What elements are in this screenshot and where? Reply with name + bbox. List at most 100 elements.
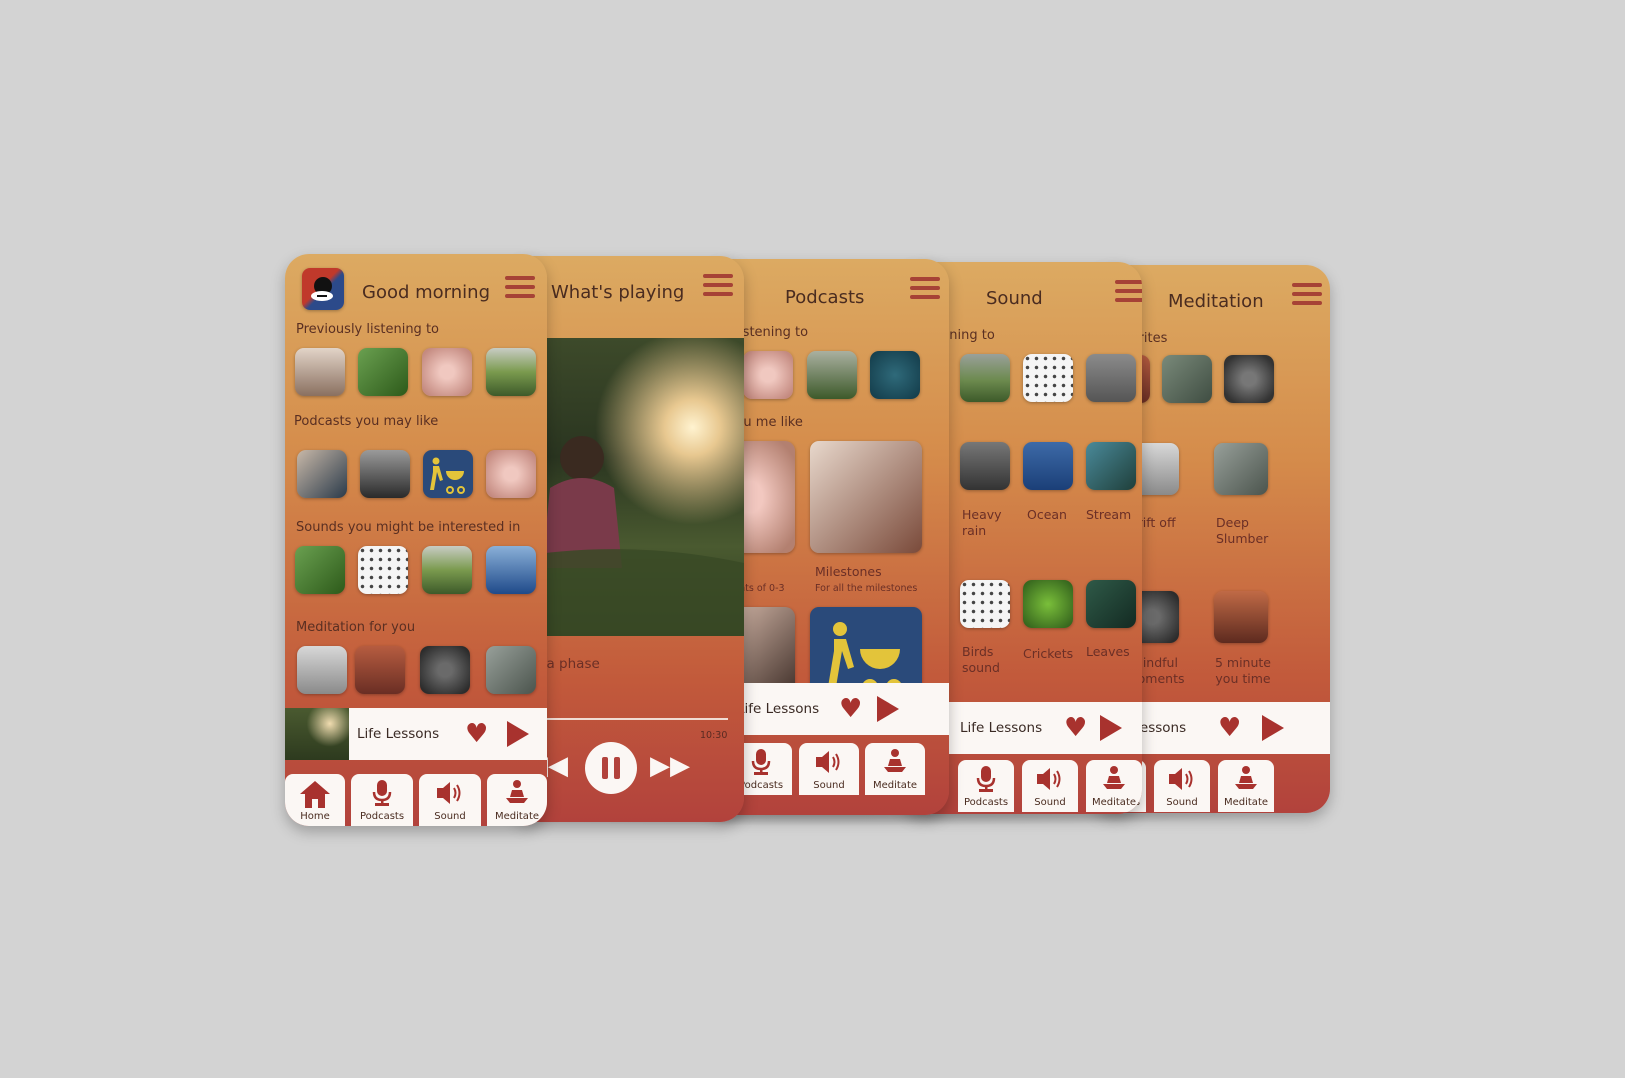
item-label: Ocean — [1027, 507, 1067, 522]
page-title: Good morning — [362, 282, 490, 303]
nav-label: Meditate — [494, 811, 540, 822]
thumbnail[interactable] — [295, 348, 345, 396]
nav-label: Sound — [1166, 797, 1198, 808]
thumbnail[interactable] — [422, 348, 472, 396]
menu-icon[interactable] — [703, 274, 733, 296]
nav-meditate[interactable]: Meditate — [865, 743, 925, 795]
nav-meditate[interactable]: Meditate — [487, 774, 547, 826]
item-label: Heavy rain — [962, 507, 1002, 538]
stroller-icon — [430, 457, 465, 494]
nav-home[interactable]: Home — [285, 774, 345, 826]
microphone-icon — [975, 766, 997, 796]
item-label: Crickets — [1023, 646, 1074, 661]
nav-sound[interactable]: Sound — [799, 743, 859, 795]
thumbnail[interactable] — [1162, 355, 1212, 403]
thumbnail[interactable] — [486, 450, 536, 498]
nav-podcasts[interactable]: Podcasts — [351, 774, 413, 826]
play-icon[interactable] — [1100, 715, 1122, 741]
thumbnail[interactable] — [743, 351, 793, 399]
thumbnail[interactable] — [1224, 355, 1274, 403]
nav-label: Meditate — [1223, 797, 1269, 808]
thumbnail[interactable] — [360, 450, 410, 498]
thumbnail[interactable] — [420, 646, 470, 694]
nav-sound[interactable]: Sound — [419, 774, 481, 826]
menu-icon[interactable] — [1292, 283, 1322, 305]
play-icon[interactable] — [1262, 715, 1284, 741]
nav-podcasts[interactable]: Podcasts — [958, 760, 1014, 812]
microphone-icon — [750, 749, 772, 779]
nav-meditate[interactable]: Meditate — [1086, 760, 1142, 812]
ocean-thumbnail[interactable] — [1023, 442, 1073, 490]
thumbnail[interactable] — [960, 354, 1010, 402]
nav-sound[interactable]: Sound — [1154, 760, 1210, 812]
pause-button[interactable] — [585, 742, 637, 794]
nav-label: Meditate — [1091, 797, 1137, 808]
nav-label: Sound — [1034, 797, 1066, 808]
mini-player[interactable]: Life Lessons — [285, 708, 547, 760]
play-icon[interactable] — [877, 696, 899, 722]
nav-label: Podcasts — [738, 780, 784, 791]
heart-icon[interactable]: ♥ — [839, 694, 863, 724]
meditate-icon — [1233, 766, 1259, 796]
thumbnail[interactable] — [422, 546, 472, 594]
birds-thumbnail[interactable] — [960, 580, 1010, 628]
stream-thumbnail[interactable] — [1086, 442, 1136, 490]
meditate-icon — [882, 749, 908, 779]
thumbnail[interactable] — [486, 646, 536, 694]
bird-logo-icon — [311, 277, 333, 301]
speaker-icon — [1167, 766, 1197, 796]
thumbnail[interactable] — [358, 546, 408, 594]
crickets-thumbnail[interactable] — [1023, 580, 1073, 628]
menu-icon[interactable] — [1115, 280, 1142, 302]
play-icon[interactable] — [507, 721, 529, 747]
mini-player-title: Life Lessons — [357, 726, 440, 742]
thumbnail[interactable] — [1086, 354, 1136, 402]
heart-icon[interactable]: ♥ — [1218, 713, 1242, 743]
thumbnail[interactable] — [297, 450, 347, 498]
page-title: Podcasts — [785, 287, 865, 308]
progress-bar[interactable] — [510, 718, 728, 720]
five-minute-thumbnail[interactable] — [1214, 591, 1268, 643]
nav-label: Podcasts — [963, 797, 1009, 808]
mini-player-title: Life Lessons — [737, 701, 820, 717]
mini-player-art — [285, 708, 349, 760]
leaves-thumbnail[interactable] — [1086, 580, 1136, 628]
meditate-icon — [504, 780, 530, 810]
thumbnail[interactable] — [1023, 354, 1073, 402]
fast-forward-icon[interactable]: ▶▶ — [650, 751, 690, 781]
page-title: What's playing — [551, 282, 685, 303]
app-logo — [302, 268, 344, 310]
thumbnail[interactable] — [358, 348, 408, 396]
mini-player[interactable]: Life Lessons — [705, 683, 949, 735]
pause-icon — [602, 757, 608, 779]
thumbnail[interactable] — [295, 546, 345, 594]
menu-icon[interactable] — [910, 277, 940, 299]
heart-icon[interactable]: ♥ — [1064, 713, 1088, 743]
item-label: 5 minute you time — [1214, 655, 1271, 686]
thumbnail[interactable] — [297, 646, 347, 694]
deep-slumber-thumbnail[interactable] — [1214, 443, 1268, 495]
album-artwork — [510, 338, 744, 636]
stroller-thumbnail[interactable] — [423, 450, 473, 498]
thumbnail[interactable] — [807, 351, 857, 399]
card-sublabel: For all the milestones — [815, 583, 918, 594]
section-heading: Previously listening to — [296, 322, 439, 337]
menu-icon[interactable] — [505, 276, 535, 298]
thumbnail[interactable] — [486, 348, 536, 396]
podcast-card-milestones[interactable] — [810, 441, 922, 553]
home-icon — [299, 780, 331, 812]
section-heading: Podcasts you may like — [294, 414, 439, 429]
heavy-rain-thumbnail[interactable] — [960, 442, 1010, 490]
page-title: Sound — [986, 288, 1043, 309]
nav-sound[interactable]: Sound — [1022, 760, 1078, 812]
section-heading: Meditation for you — [296, 620, 416, 635]
nav-meditate[interactable]: Meditate — [1218, 760, 1274, 812]
nav-label: Sound — [434, 811, 466, 822]
heart-icon[interactable]: ♥ — [465, 719, 489, 749]
thumbnail[interactable] — [486, 546, 536, 594]
item-label: Deep Slumber — [1216, 515, 1269, 546]
thumbnail[interactable] — [870, 351, 920, 399]
thumbnail[interactable] — [355, 646, 405, 694]
nav-label: Home — [300, 811, 330, 822]
microphone-icon — [371, 780, 393, 810]
